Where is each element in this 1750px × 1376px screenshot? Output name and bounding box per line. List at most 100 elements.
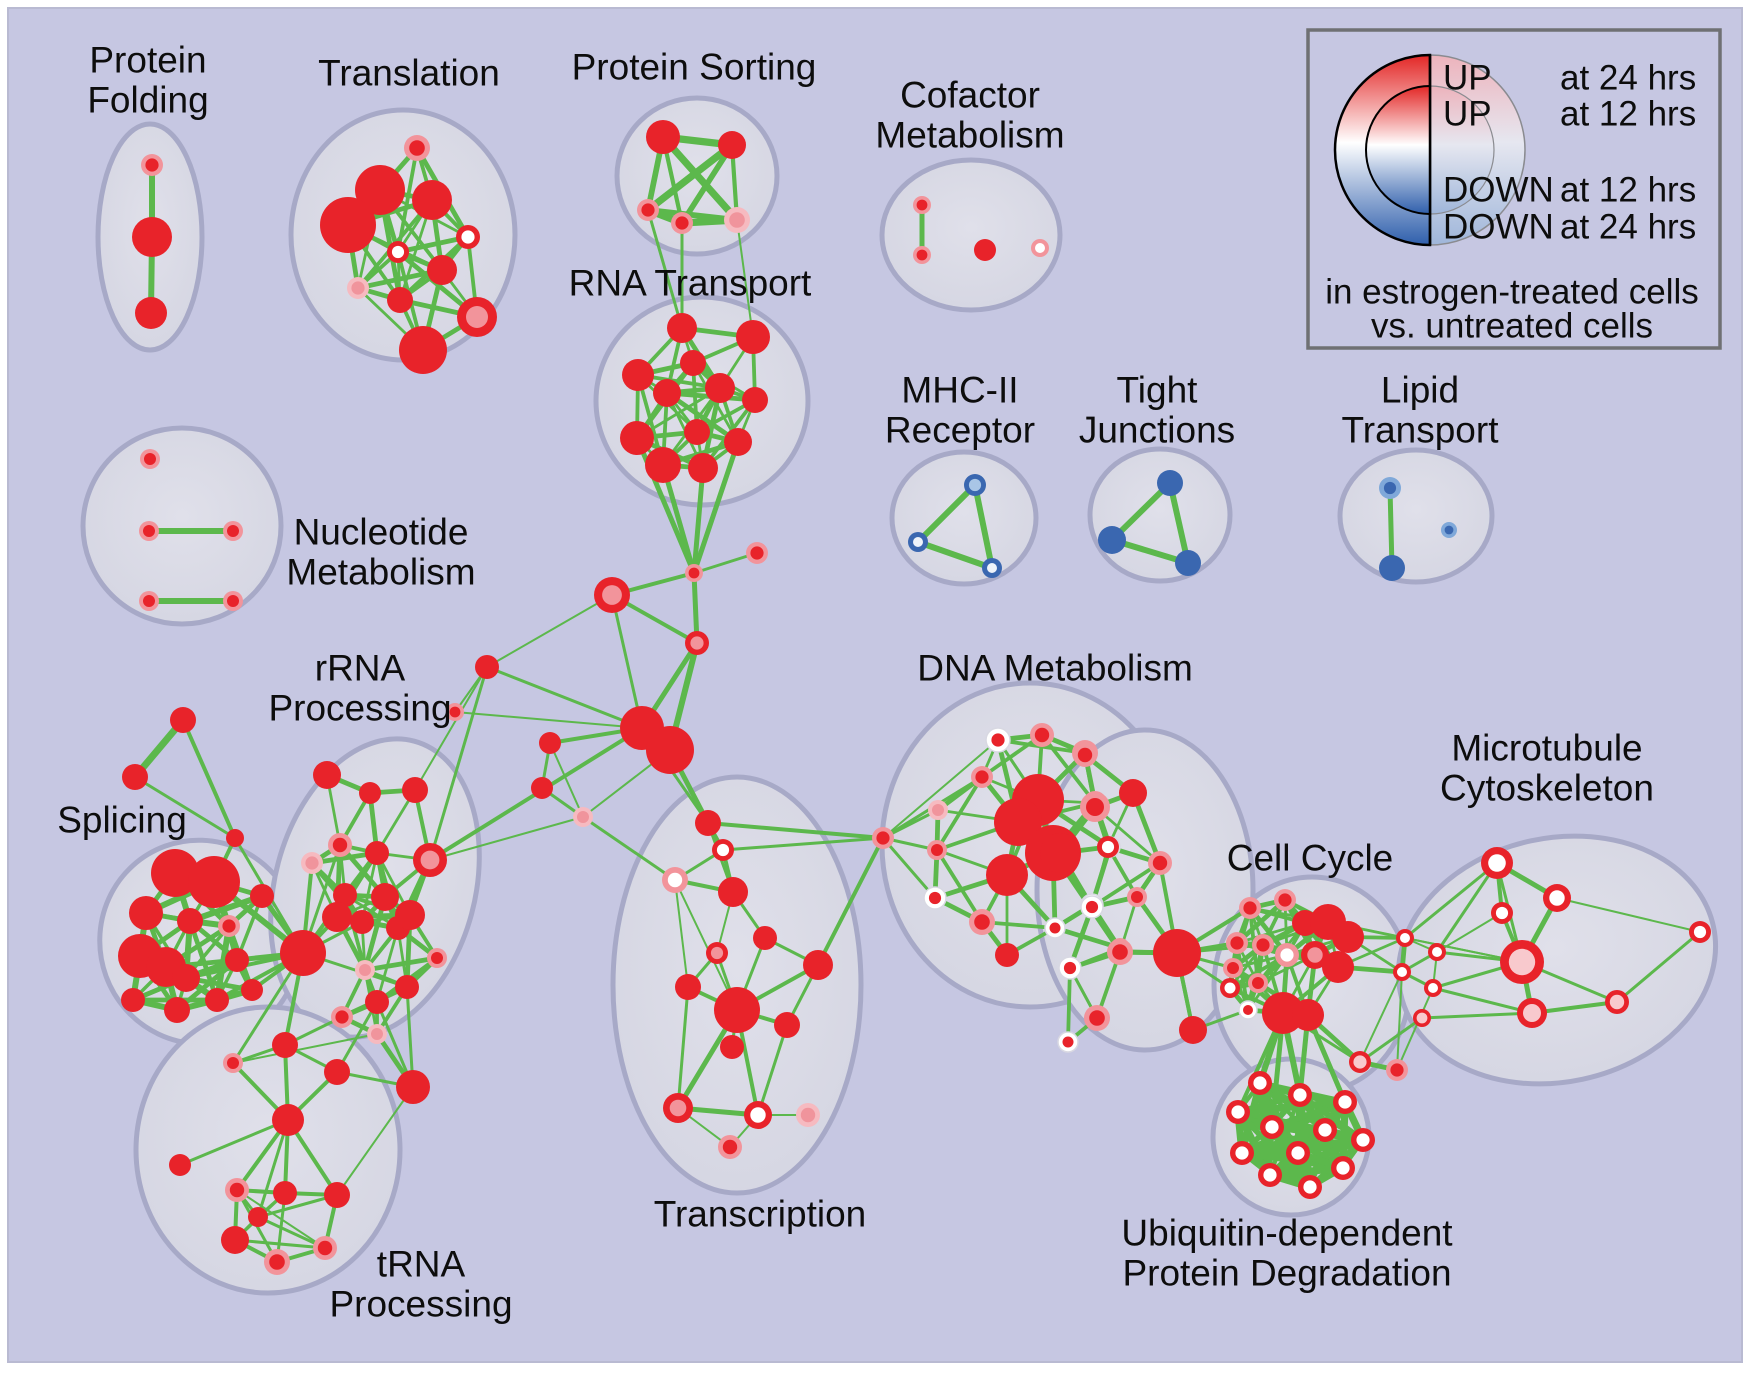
- node-ccl-3: [1040, 833, 1080, 873]
- cluster-ellipse-lipid-transport: [1337, 447, 1495, 585]
- node-ccl-4-core: [1101, 840, 1115, 854]
- node-nm-0-core: [144, 453, 156, 465]
- cluster-label-trna-processing: tRNA: [377, 1244, 466, 1285]
- cluster-ellipse-tight-junctions: [1087, 446, 1233, 584]
- node-tn-4: [169, 1154, 191, 1176]
- node-tr-6: [427, 255, 457, 285]
- node-rr-6: [365, 841, 389, 865]
- node-ub-3-core: [1231, 1105, 1245, 1119]
- node-ub-7-core: [1235, 1146, 1249, 1160]
- node-cc-13-core: [1243, 1005, 1253, 1015]
- edge: [187, 918, 220, 1003]
- node-mt-5-core: [1428, 983, 1438, 993]
- node-cm-3-core: [1035, 243, 1045, 253]
- edge: [1167, 480, 1191, 566]
- node-tr-7-core: [351, 281, 365, 295]
- node-ccl-5-core: [1152, 855, 1168, 871]
- edge: [256, 1215, 327, 1250]
- cluster-label-cofactor-metabolism: Metabolism: [875, 115, 1064, 156]
- node-tn-1: [272, 1032, 298, 1058]
- node-tn-7: [324, 1182, 350, 1208]
- node-cm-2: [974, 239, 996, 261]
- node-rr-18-core: [371, 1028, 383, 1040]
- node-cc-17-core: [1390, 1063, 1404, 1077]
- cluster-label-nucleotide-metabolism: Nucleotide: [294, 512, 469, 553]
- node-sp-10: [121, 988, 145, 1012]
- node-sp-1: [188, 856, 240, 908]
- node-sp-2: [129, 896, 163, 930]
- node-rr-1: [313, 761, 341, 789]
- cluster-label-trna-processing: Processing: [329, 1284, 512, 1325]
- node-tr-3: [320, 197, 376, 253]
- node-dm-7: [994, 798, 1042, 846]
- node-mhc-2-core: [987, 563, 997, 573]
- node-rt-2: [622, 359, 654, 391]
- node-rt-4: [705, 373, 735, 403]
- node-rt-8: [684, 419, 710, 445]
- edge: [1615, 930, 1702, 1004]
- node-ps-1: [718, 131, 746, 159]
- node-tn-8: [221, 1226, 249, 1254]
- node-tc-2-core: [667, 872, 683, 888]
- edge: [362, 955, 440, 973]
- cluster-ellipse-transcription: [610, 774, 864, 1196]
- node-rr-15-core: [359, 964, 371, 976]
- edge: [915, 482, 978, 545]
- edge: [1396, 971, 1403, 1071]
- edge: [181, 718, 237, 840]
- node-tn-6: [273, 1181, 297, 1205]
- edge: [1052, 925, 1123, 951]
- edge: [549, 742, 584, 818]
- node-dm-3-core: [975, 770, 989, 784]
- node-tj-0: [1157, 470, 1183, 496]
- node-rr-19: [396, 1070, 430, 1104]
- node-cc-4: [1332, 921, 1364, 953]
- node-cc-1-core: [1278, 893, 1292, 907]
- edge: [660, 462, 697, 576]
- cluster-label-lipid-transport: Transport: [1342, 410, 1500, 451]
- node-tn-11: [248, 1207, 268, 1227]
- node-tr-8: [387, 287, 413, 313]
- edge: [1234, 1098, 1349, 1116]
- node-rr-9: [350, 910, 374, 934]
- node-ub-0-core: [1253, 1076, 1267, 1090]
- node-pf-0-core: [145, 158, 159, 172]
- cluster-label-cofactor-metabolism: Cofactor: [900, 75, 1040, 116]
- cluster-label-mhc-ii-receptor: Receptor: [885, 410, 1035, 451]
- node-rt-10: [645, 447, 681, 483]
- node-x-7-core: [690, 636, 704, 650]
- node-tr-10: [399, 326, 447, 374]
- node-ps-2-core: [641, 203, 655, 217]
- cluster-label-cell-cycle: Cell Cycle: [1227, 838, 1394, 879]
- cluster-label-microtubule-cytoskeleton: Microtubule: [1451, 728, 1642, 769]
- cluster-ellipse-mhc-ii-receptor: [889, 449, 1039, 587]
- node-tn-5-core: [229, 1182, 245, 1198]
- node-cc-16-core: [1353, 1055, 1367, 1069]
- node-nm-4-core: [227, 595, 239, 607]
- edge: [1266, 1164, 1347, 1179]
- cluster-label-ubiquitin-degradation: Protein Degradation: [1122, 1253, 1451, 1294]
- node-tc-14-core: [722, 1139, 738, 1155]
- node-cc-19-core: [1397, 967, 1407, 977]
- edge: [1358, 1016, 1424, 1064]
- edge: [882, 739, 999, 839]
- node-ccl-9-core: [1112, 944, 1128, 960]
- node-x-10: [539, 732, 561, 754]
- node-mt-1-core: [1549, 890, 1565, 906]
- node-rr-14-core: [431, 952, 443, 964]
- node-x-14-core: [449, 706, 461, 718]
- node-tn-10-core: [317, 1240, 333, 1256]
- edge: [1435, 861, 1499, 954]
- node-ccl-12: [1179, 1016, 1207, 1044]
- node-ub-8-core: [1291, 1146, 1305, 1160]
- node-dm-13-core: [974, 914, 990, 930]
- node-cc-5-core: [1230, 936, 1244, 950]
- node-rt-6: [742, 387, 768, 413]
- node-rr-12: [395, 900, 425, 930]
- node-mt-4-core: [1508, 948, 1536, 976]
- edge: [1387, 485, 1395, 571]
- node-cc-11-core: [1252, 977, 1264, 989]
- node-ccl-8-core: [1063, 961, 1077, 975]
